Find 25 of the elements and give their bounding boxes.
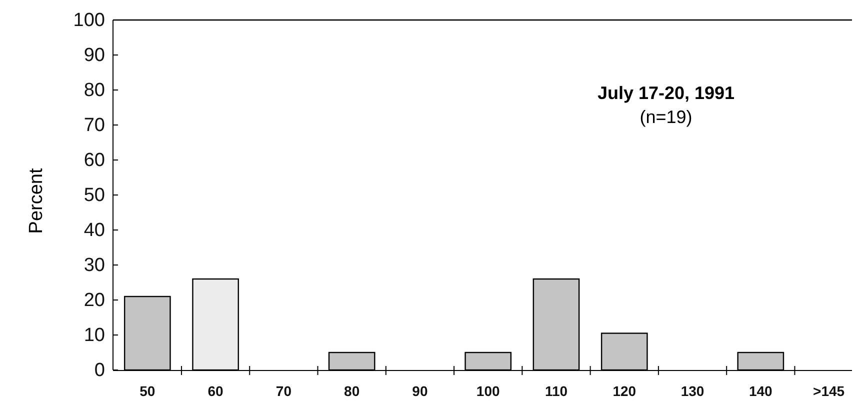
y-axis-title: Percent: [26, 168, 47, 234]
x-tick-label: 90: [412, 382, 428, 399]
x-tick-label: 130: [680, 382, 704, 399]
annotation: July 17-20, 1991: [597, 83, 735, 103]
y-tick-label: 100: [73, 10, 105, 32]
x-tick-label: 110: [544, 382, 568, 399]
x-tick-label: 100: [476, 382, 500, 399]
x-tick-label: >145: [813, 382, 845, 399]
y-tick-label: 90: [84, 45, 105, 66]
x-tick-label: 120: [612, 382, 636, 399]
y-tick-label: 80: [84, 80, 105, 102]
x-tick-label: 70: [276, 382, 292, 399]
x-tick-label: 80: [344, 382, 360, 399]
x-tick-label: 140: [748, 382, 773, 399]
y-tick-label: 60: [84, 150, 105, 172]
x-tick-label: 60: [208, 382, 224, 399]
y-tick-label: 50: [84, 185, 105, 206]
y-tick-label: 30: [84, 255, 105, 276]
x-tick-label: 50: [140, 382, 156, 399]
y-tick-label: 70: [84, 115, 105, 136]
y-tick-label: 20: [84, 290, 105, 312]
annotation: (n=19): [640, 107, 692, 127]
y-tick-label: 40: [84, 220, 105, 242]
y-tick-label: 10: [84, 325, 105, 346]
y-tick-label: 0: [94, 360, 105, 382]
